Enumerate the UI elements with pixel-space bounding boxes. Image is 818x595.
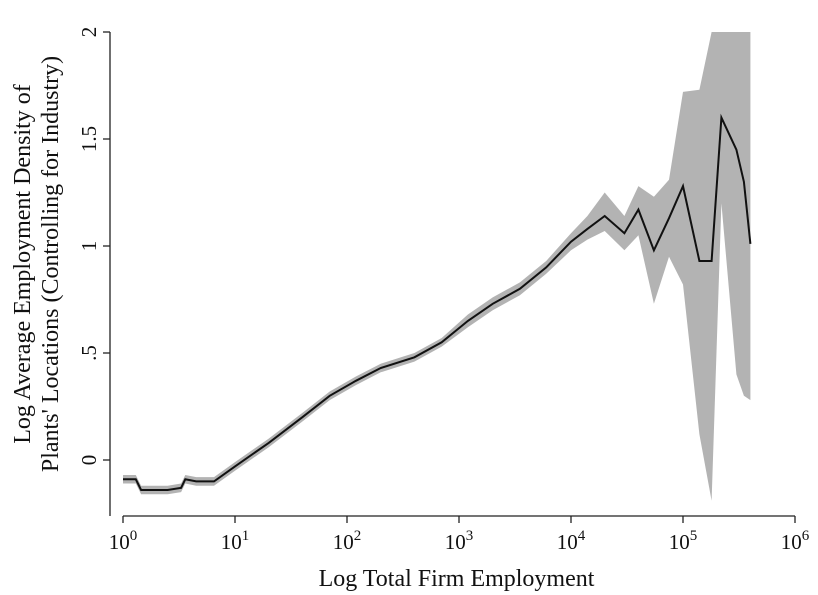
y-tick-label: 0: [77, 455, 101, 466]
y-axis-title-line-2: Plants' Locations (Controlling for Indus…: [38, 56, 64, 472]
confidence-band: [123, 32, 751, 501]
x-tick-label: 103: [445, 528, 474, 554]
y-tick-label: 1: [77, 241, 101, 252]
y-tick-label: 2: [77, 27, 101, 38]
y-axis-title-line-1: Log Average Employment Density of: [10, 84, 36, 443]
x-tick-label: 101: [221, 528, 250, 554]
x-tick-label: 102: [333, 528, 362, 554]
y-tick-label: .5: [77, 345, 101, 361]
y-axis-ticks: 0 .5 1 1.5 2: [77, 27, 110, 466]
y-tick-label: 1.5: [77, 126, 101, 152]
x-axis-title: Log Total Firm Employment: [319, 566, 595, 592]
y-axis-title: Log Average Employment Density of Plants…: [10, 56, 64, 472]
plot-area: [123, 32, 752, 501]
x-tick-label: 106: [781, 528, 810, 554]
x-axis-ticks: 100 101 102 103 104 105 106: [109, 516, 810, 554]
x-tick-label: 100: [109, 528, 138, 554]
series-line: [123, 113, 752, 491]
x-tick-label: 104: [557, 528, 586, 554]
x-tick-label: 105: [669, 528, 698, 554]
